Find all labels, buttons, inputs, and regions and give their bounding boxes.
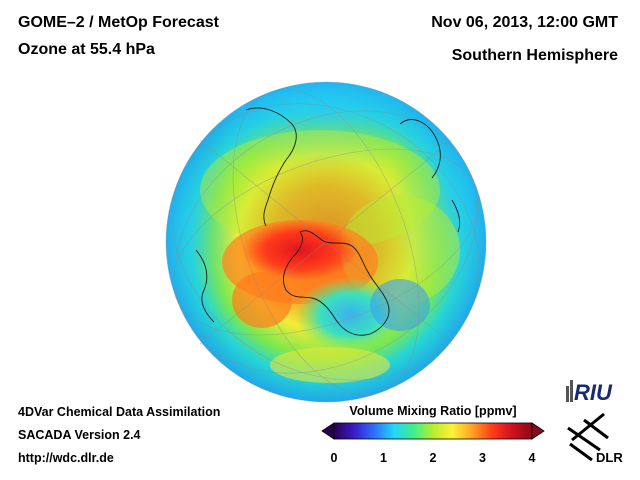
colorbar (321, 422, 545, 440)
colorbar-max-arrow (531, 422, 545, 440)
coastlines (195, 107, 461, 336)
dlr-logo: DLR (567, 412, 623, 465)
footer-url[interactable]: http://wdc.dlr.de (18, 451, 114, 465)
colorbar-label: Volume Mixing Ratio [ppmv] (349, 404, 517, 418)
riu-logo: RIU (566, 380, 613, 405)
colorbar-tick: 2 (429, 451, 437, 465)
dlr-logo-text: DLR (596, 450, 623, 465)
colorbar-tick: 0 (330, 451, 338, 465)
colorbar-min-arrow (321, 422, 335, 440)
title-line2: Ozone at 55.4 hPa (18, 41, 155, 58)
colorbar-tick: 3 (479, 451, 486, 465)
colorbar-tick: 4 (528, 451, 536, 465)
date-label: Nov 06, 2013, 12:00 GMT (431, 14, 618, 31)
region-label: Southern Hemisphere (451, 47, 618, 64)
colorbar-gradient (333, 422, 533, 440)
riu-logo-text: RIU (574, 380, 613, 405)
colorbar-tick: 1 (380, 451, 387, 465)
footer-line2: SACADA Version 2.4 (18, 428, 141, 442)
ozone-max-core (242, 220, 358, 280)
footer-line1: 4DVar Chemical Data Assimilation (18, 405, 221, 419)
title-line1: GOME–2 / MetOp Forecast (18, 14, 219, 31)
